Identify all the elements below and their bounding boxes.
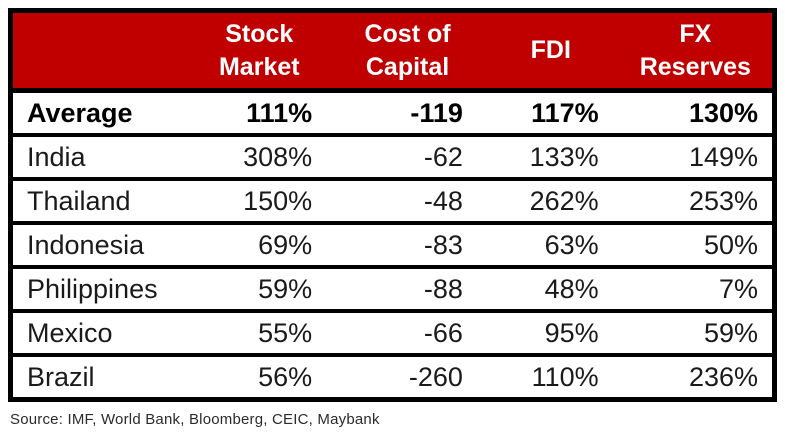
column-header-cost-of-capital: Cost of Capital xyxy=(332,10,483,93)
cell-value: 149% xyxy=(618,133,775,179)
cell-value: 130% xyxy=(618,88,775,135)
column-header-stock-market: Stock Market xyxy=(186,10,333,93)
table-row: India 308% -62 133% 149% xyxy=(10,133,775,179)
cell-value: 59% xyxy=(618,309,775,355)
row-label: Average xyxy=(10,88,187,135)
source-note: Source: IMF, World Bank, Bloomberg, CEIC… xyxy=(10,411,380,428)
row-label: Mexico xyxy=(10,309,187,355)
cell-value: 48% xyxy=(482,265,619,311)
row-label: Thailand xyxy=(10,177,187,223)
cell-value: -260 xyxy=(332,353,483,400)
cell-value: -83 xyxy=(332,221,483,267)
table-row: Brazil 56% -260 110% 236% xyxy=(10,353,775,400)
column-header-fx-reserves: FX Reserves xyxy=(618,10,775,93)
table-body: Average 111% -119 117% 130% India 308% -62 133% 1… xyxy=(10,88,775,400)
table-header: Stock Market Cost of Capital FDI FX Reserve… xyxy=(10,10,775,93)
row-label: Indonesia xyxy=(10,221,187,267)
corner-cell xyxy=(10,10,187,93)
cell-value: 59% xyxy=(186,265,333,311)
comparison-table: Stock Market Cost of Capital FDI FX Reserve… xyxy=(8,8,777,402)
cell-value: 133% xyxy=(482,133,619,179)
table-row: Philippines 59% -88 48% 7% xyxy=(10,265,775,311)
cell-value: 56% xyxy=(186,353,333,400)
cell-value: 55% xyxy=(186,309,333,355)
table-row: Mexico 55% -66 95% 59% xyxy=(10,309,775,355)
cell-value: 7% xyxy=(618,265,775,311)
cell-value: 308% xyxy=(186,133,333,179)
cell-value: 150% xyxy=(186,177,333,223)
cell-value: 262% xyxy=(482,177,619,223)
cell-value: -48 xyxy=(332,177,483,223)
table-row: Indonesia 69% -83 63% 50% xyxy=(10,221,775,267)
cell-value: -66 xyxy=(332,309,483,355)
cell-value: 95% xyxy=(482,309,619,355)
cell-value: 63% xyxy=(482,221,619,267)
table-row: Average 111% -119 117% 130% xyxy=(10,88,775,135)
cell-value: 110% xyxy=(482,353,619,400)
table-row: Thailand 150% -48 262% 253% xyxy=(10,177,775,223)
cell-value: 253% xyxy=(618,177,775,223)
cell-value: 117% xyxy=(482,88,619,135)
cell-value: -62 xyxy=(332,133,483,179)
row-label: Philippines xyxy=(10,265,187,311)
cell-value: 236% xyxy=(618,353,775,400)
cell-value: 50% xyxy=(618,221,775,267)
cell-value: -119 xyxy=(332,88,483,135)
row-label: Brazil xyxy=(10,353,187,400)
column-header-fdi: FDI xyxy=(482,10,619,93)
cell-value: -88 xyxy=(332,265,483,311)
row-label: India xyxy=(10,133,187,179)
cell-value: 69% xyxy=(186,221,333,267)
cell-value: 111% xyxy=(186,88,333,135)
header-row: Stock Market Cost of Capital FDI FX Reserve… xyxy=(10,10,775,93)
